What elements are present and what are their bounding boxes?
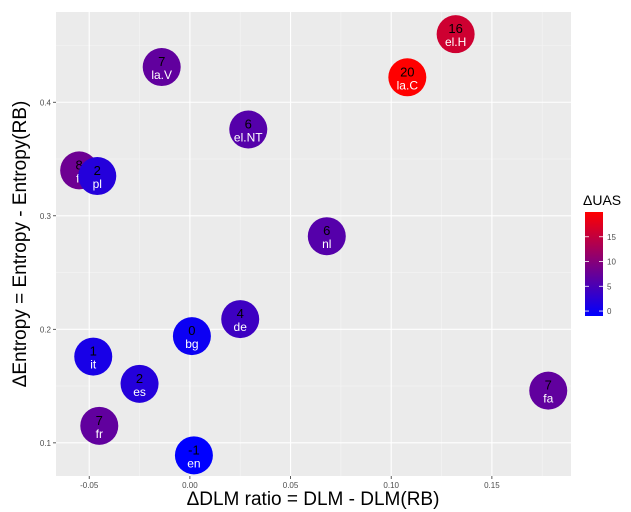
data-point-marker	[529, 371, 568, 410]
data-points: 16el.H20la.C7la.V6el.NT8fi2pl6nl4de0bg1i…	[60, 15, 568, 475]
data-point-marker	[229, 110, 268, 149]
data-point-language-label: bg	[185, 337, 198, 351]
y-axis-ticks: 0.1 0.2 0.3 0.4	[40, 98, 56, 448]
y-axis-title: ΔEntropy = Entropy - Entropy(RB)	[10, 101, 31, 388]
data-point-uas-label: 2	[136, 371, 143, 386]
data-point-uas-label: 4	[237, 306, 244, 321]
data-point-language-label: en	[187, 456, 200, 470]
data-point-marker	[142, 48, 181, 87]
legend-tick-label: 15	[607, 233, 616, 242]
data-point-marker	[78, 157, 117, 196]
data-point-language-label: fr	[96, 427, 103, 441]
data-point-marker	[221, 300, 260, 339]
x-tick-label: 0.05	[283, 481, 299, 490]
data-point: 1it	[74, 337, 113, 376]
x-axis-title: ΔDLM ratio = DLM - DLM(RB)	[187, 489, 440, 510]
data-point-marker	[80, 406, 119, 445]
data-point-language-label: es	[133, 385, 146, 399]
legend-ticks: 0 5 10 15	[585, 233, 616, 316]
legend-tick-label: 5	[607, 282, 612, 291]
x-tick-label: 0.15	[484, 481, 500, 490]
data-point-language-label: it	[90, 358, 97, 372]
data-point-uas-label: 6	[245, 117, 252, 132]
grid-major	[56, 12, 571, 476]
data-point: 7la.V	[142, 48, 181, 87]
legend-colorbar	[585, 212, 603, 316]
data-point-language-label: la.V	[151, 68, 172, 82]
color-legend: ΔUAS 0 5 10 15	[583, 192, 621, 316]
data-point-language-label: el.H	[445, 35, 466, 49]
y-tick-label: 0.1	[40, 439, 52, 448]
data-point: -1en	[174, 436, 213, 475]
data-point-marker	[436, 15, 475, 54]
data-point-uas-label: 7	[158, 54, 165, 69]
legend-tick-label: 10	[607, 258, 616, 267]
data-point-uas-label: 6	[323, 223, 330, 238]
data-point: 4de	[221, 300, 260, 339]
data-point-uas-label: 8	[76, 157, 83, 172]
data-point-language-label: nl	[322, 237, 331, 251]
data-point: 7fa	[529, 371, 568, 410]
data-point-marker	[388, 58, 427, 97]
data-point-language-label: de	[234, 320, 248, 334]
data-point-language-label: el.NT	[234, 131, 263, 145]
data-point: 0bg	[172, 317, 211, 356]
data-point-language-label: fa	[543, 392, 553, 406]
data-point-marker	[120, 364, 159, 403]
legend-title: ΔUAS	[583, 192, 621, 208]
y-tick-label: 0.2	[40, 325, 52, 334]
data-point: 2pl	[78, 157, 117, 196]
data-point-marker	[307, 217, 346, 256]
y-tick-label: 0.3	[40, 212, 52, 221]
x-tick-label: 0.00	[182, 481, 198, 490]
data-point-uas-label: 1	[90, 344, 97, 359]
data-point-language-label: pl	[93, 177, 102, 191]
data-point: 6nl	[307, 217, 346, 256]
data-point-uas-label: 7	[96, 413, 103, 428]
data-point-uas-label: 16	[448, 21, 462, 36]
data-point: 7fr	[80, 406, 119, 445]
x-tick-label: -0.05	[80, 481, 99, 490]
data-point-uas-label: -1	[188, 442, 200, 457]
data-point-language-label: la.C	[397, 78, 419, 92]
data-point: 6el.NT	[229, 110, 268, 149]
data-point-uas-label: 2	[94, 163, 101, 178]
data-point-uas-label: 0	[188, 323, 195, 338]
data-point-uas-label: 20	[400, 64, 414, 79]
data-point-marker	[172, 317, 211, 356]
data-point-uas-label: 7	[545, 378, 552, 393]
legend-tick-label: 0	[607, 307, 612, 316]
data-point-marker	[174, 436, 213, 475]
x-tick-label: 0.10	[383, 481, 399, 490]
x-axis-ticks: -0.05 0.00 0.05 0.10 0.15	[80, 476, 500, 490]
y-tick-label: 0.4	[40, 98, 52, 107]
data-point: 2es	[120, 364, 159, 403]
data-point-marker	[74, 337, 113, 376]
